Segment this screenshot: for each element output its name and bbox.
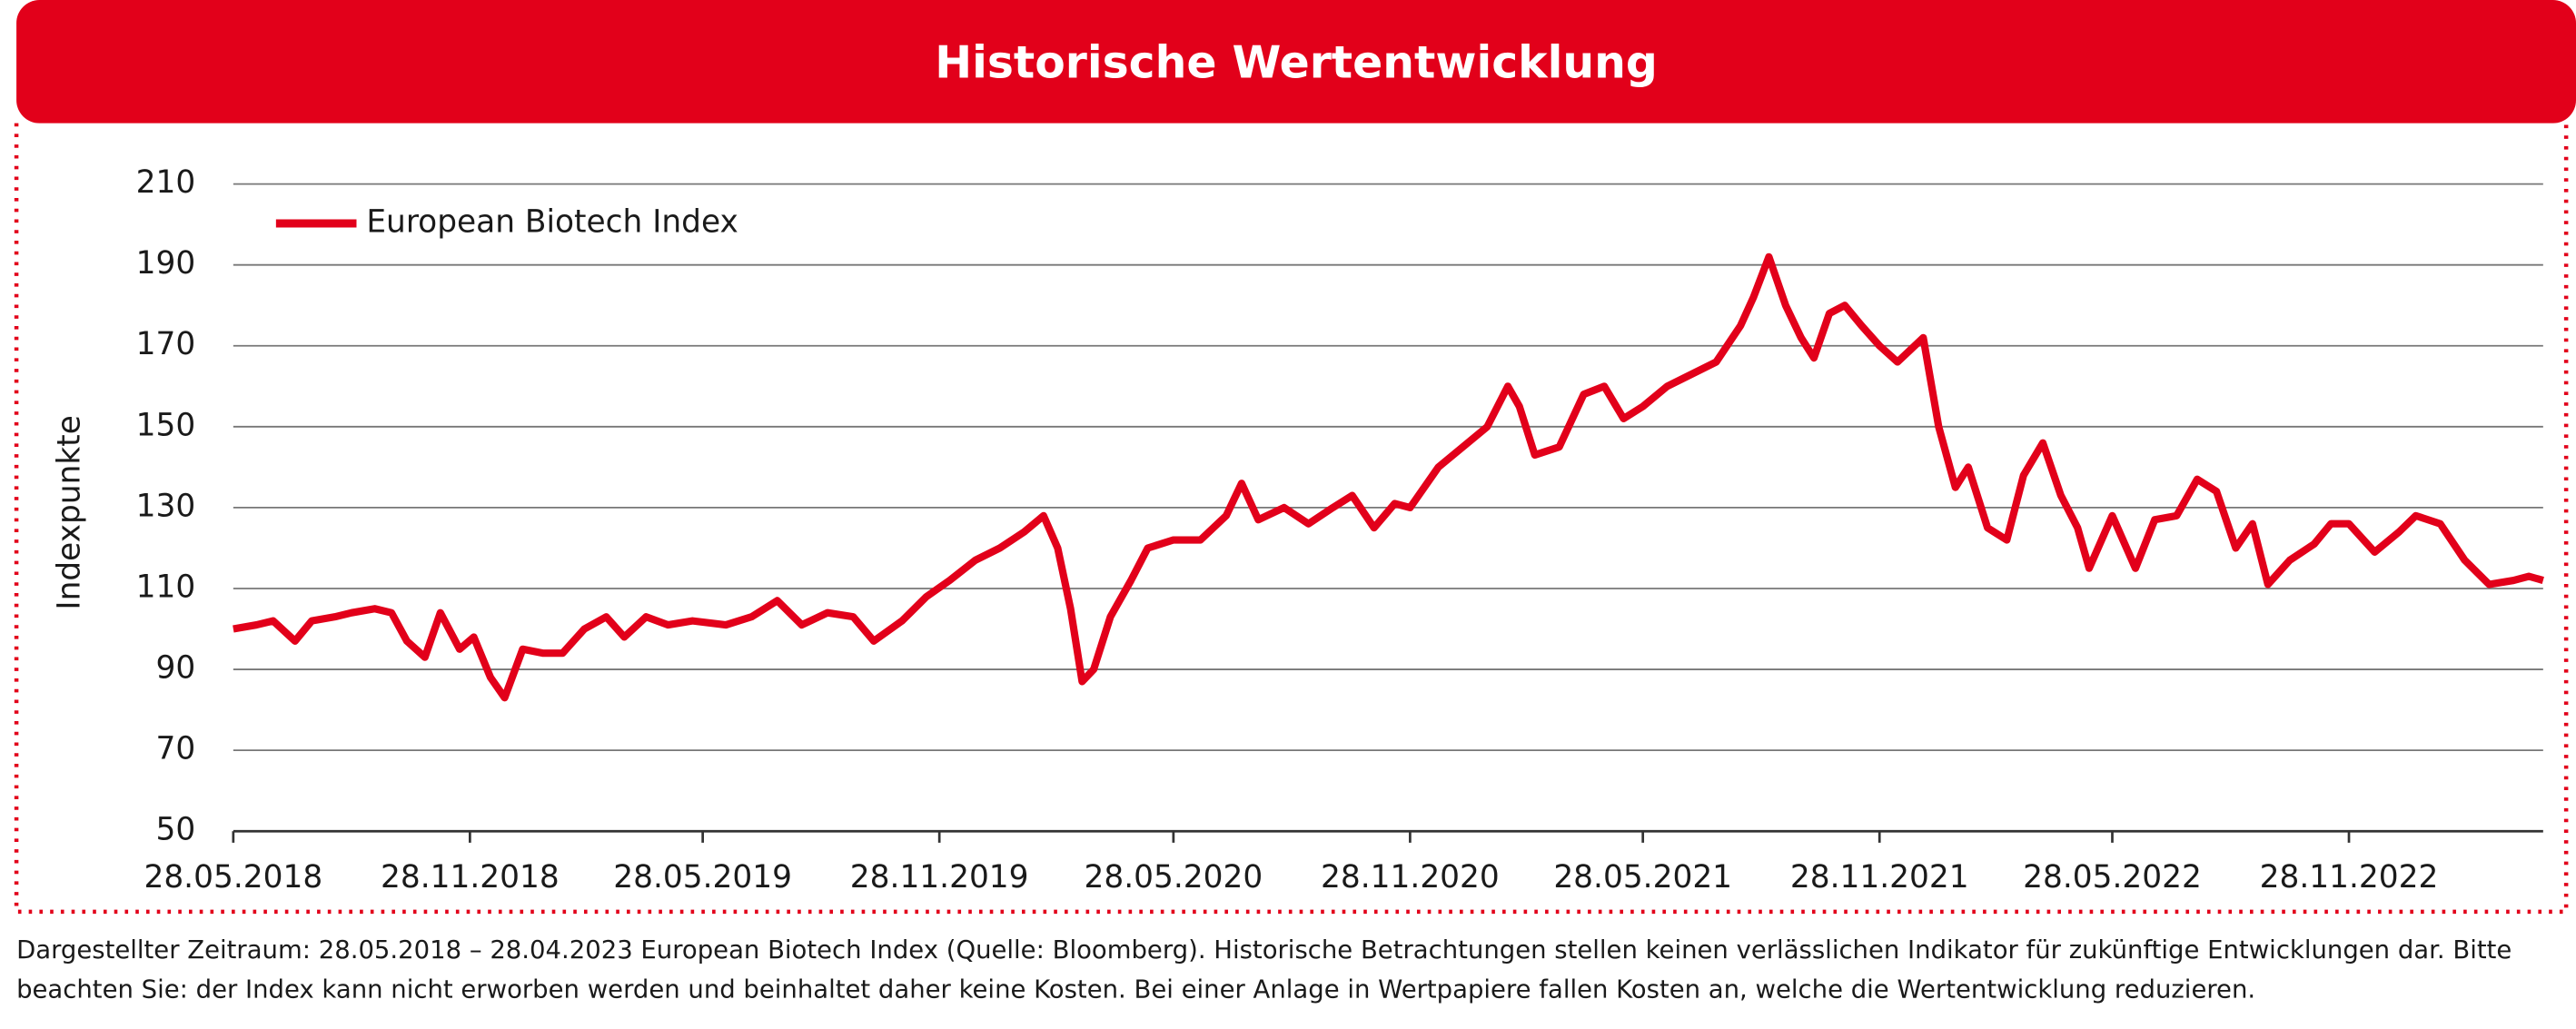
chart-title: Historische Wertentwicklung	[935, 36, 1658, 88]
x-tick-label: 28.11.2019	[850, 859, 1029, 895]
y-tick-label: 210	[136, 164, 196, 201]
y-tick-label: 70	[155, 731, 195, 767]
x-tick-label: 28.11.2022	[2260, 859, 2439, 895]
x-tick-label: 28.11.2020	[1321, 859, 1500, 895]
x-tick-label: 28.05.2020	[1085, 859, 1263, 895]
footnote: Dargestellter Zeitraum: 28.05.2018 – 28.…	[16, 935, 2512, 965]
y-tick-label: 170	[136, 326, 196, 362]
y-tick-label: 50	[155, 812, 195, 848]
y-tick-label: 110	[136, 569, 196, 605]
x-tick-label: 28.11.2021	[1790, 859, 1969, 895]
footnote: beachten Sie: der Index kann nicht erwor…	[16, 975, 2255, 1004]
x-tick-label: 28.05.2021	[1553, 859, 1732, 895]
x-tick-label: 28.11.2018	[381, 859, 560, 895]
y-tick-label: 150	[136, 407, 196, 443]
data-line	[233, 252, 2544, 702]
y-axis-label: Indexpunkte	[51, 415, 87, 609]
x-tick-label: 28.05.2022	[2023, 859, 2202, 895]
x-tick-label: 28.05.2019	[613, 859, 792, 895]
header-bar	[16, 0, 2576, 124]
y-tick-label: 130	[136, 488, 196, 524]
frame	[14, 123, 2569, 915]
x-tick-label: 28.05.2018	[144, 859, 322, 895]
y-tick-label: 190	[136, 245, 196, 282]
legend-label: European Biotech Index	[366, 204, 738, 241]
y-tick-label: 90	[155, 650, 195, 687]
